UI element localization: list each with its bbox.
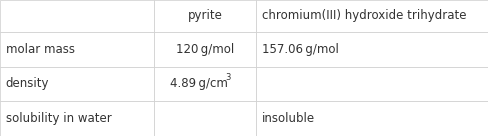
Bar — [256, 67, 488, 101]
Bar — [154, 32, 256, 67]
Bar — [0, 32, 154, 67]
Bar — [0, 67, 154, 101]
Text: 4.89 g/cm: 4.89 g/cm — [170, 78, 228, 90]
Bar — [256, 101, 488, 136]
Text: density: density — [6, 78, 49, 90]
Text: 3: 3 — [225, 73, 230, 82]
Bar — [154, 0, 256, 32]
Text: 120 g/mol: 120 g/mol — [176, 43, 234, 56]
Text: 157.06 g/mol: 157.06 g/mol — [262, 43, 339, 56]
Text: insoluble: insoluble — [262, 112, 315, 125]
Bar — [154, 101, 256, 136]
Text: pyrite: pyrite — [187, 10, 223, 22]
Text: chromium(III) hydroxide trihydrate: chromium(III) hydroxide trihydrate — [262, 10, 467, 22]
Bar — [0, 0, 154, 32]
Bar — [154, 67, 256, 101]
Bar — [256, 32, 488, 67]
Text: molar mass: molar mass — [6, 43, 75, 56]
Bar — [256, 0, 488, 32]
Bar — [0, 101, 154, 136]
Text: solubility in water: solubility in water — [6, 112, 112, 125]
